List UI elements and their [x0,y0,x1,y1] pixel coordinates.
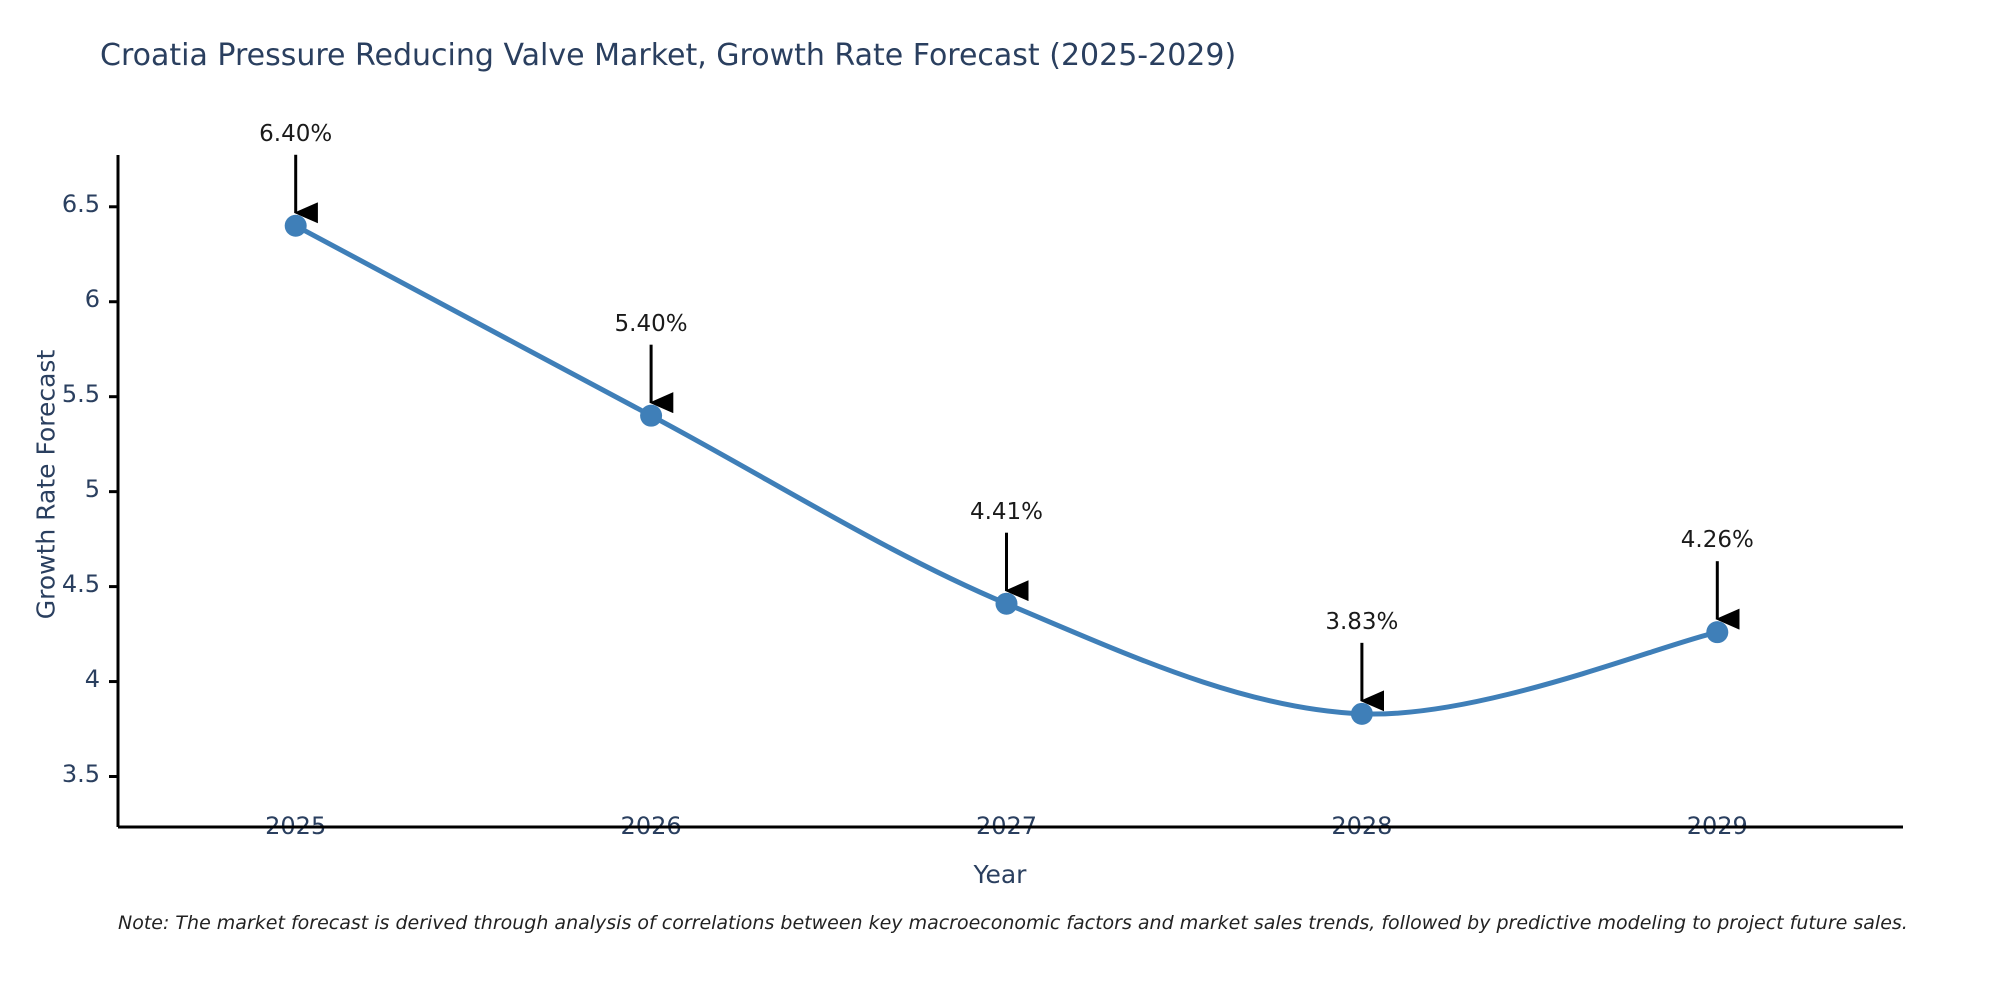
footnote-note: Note: The market forecast is derived thr… [118,912,1908,934]
data-label-2029: 4.26% [1680,527,1754,554]
y-tick-label-0: 6.5 [61,189,100,218]
y-tick-label-5: 4 [84,664,100,693]
series-markers [284,214,1729,725]
data-point-2025 [284,214,307,237]
y-tick-label-6: 3.5 [61,759,100,788]
data-point-2027 [995,592,1018,615]
data-label-2025: 6.40% [259,120,333,147]
y-tick-label-3: 5 [84,474,100,503]
y-tick-label-4: 4.5 [61,569,100,598]
x-axis-title: Year [973,860,1027,889]
data-point-2026 [640,404,663,427]
chart-title: Croatia Pressure Reducing Valve Market, … [100,38,1237,73]
data-label-2026: 5.40% [614,310,688,337]
data-point-2029 [1706,621,1729,644]
series-line [293,223,1720,717]
annotation-arrows [293,154,1740,712]
y-axis-ticks [109,205,118,779]
y-tick-label-2: 5.5 [61,379,100,408]
data-point-2028 [1350,702,1373,725]
axis-lines [116,155,1903,829]
data-label-2027: 4.41% [969,498,1044,525]
data-label-2028: 3.83% [1325,608,1399,635]
y-tick-label-1: 6 [84,284,100,313]
